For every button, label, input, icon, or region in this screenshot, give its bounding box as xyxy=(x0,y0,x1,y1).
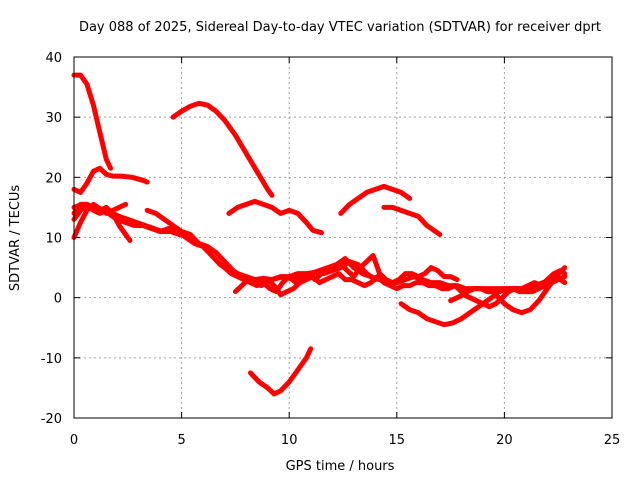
series-line-arc-6 xyxy=(381,204,443,237)
x-tick-label: 5 xyxy=(177,433,185,448)
series-line-arc-5 xyxy=(338,183,413,216)
x-tick-label: 25 xyxy=(604,433,621,448)
x-tick-label: 20 xyxy=(496,433,513,448)
series-line-arc-1 xyxy=(71,72,114,171)
series-line-arc-4 xyxy=(226,198,324,236)
series-line-arc-14 xyxy=(71,201,182,237)
series-line-arc-7 xyxy=(248,346,314,397)
chart-title: Day 088 of 2025, Sidereal Day-to-day VTE… xyxy=(79,20,601,35)
y-tick-label: -10 xyxy=(41,352,62,367)
y-tick-label: 20 xyxy=(45,171,62,186)
y-tick-label: 10 xyxy=(45,232,62,247)
x-tick-label: 10 xyxy=(281,433,298,448)
y-tick-label: 40 xyxy=(45,51,62,66)
axis-ticks: 0 5 10 15 20 25 -20 -10 0 10 20 30 40 xyxy=(41,51,621,448)
series-line-arc-3 xyxy=(170,100,275,198)
y-tick-label: 30 xyxy=(45,111,62,126)
y-axis-label: SDTVAR / TECUs xyxy=(8,185,23,292)
x-tick-label: 0 xyxy=(70,433,78,448)
x-axis-label: GPS time / hours xyxy=(286,459,395,474)
series-group xyxy=(71,72,568,397)
series-line-arc-15 xyxy=(398,265,568,328)
grid xyxy=(74,57,612,418)
x-tick-label: 15 xyxy=(389,433,406,448)
y-tick-label: -20 xyxy=(41,412,62,427)
y-tick-label: 0 xyxy=(54,292,62,307)
series-line-arc-2 xyxy=(71,165,150,195)
series-line-arc-16 xyxy=(448,268,568,310)
